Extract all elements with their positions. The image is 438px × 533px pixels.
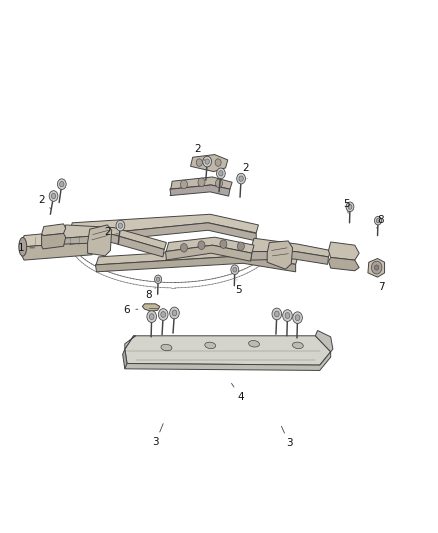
Text: 7: 7 — [377, 276, 385, 292]
Text: 5: 5 — [343, 199, 350, 213]
Text: 2: 2 — [38, 195, 50, 208]
Polygon shape — [22, 241, 94, 260]
Polygon shape — [251, 238, 331, 257]
Polygon shape — [328, 257, 359, 271]
Polygon shape — [368, 259, 385, 277]
Circle shape — [348, 205, 352, 209]
Circle shape — [239, 176, 243, 181]
Circle shape — [116, 220, 125, 231]
Polygon shape — [42, 224, 66, 236]
Circle shape — [274, 311, 279, 317]
Circle shape — [156, 277, 160, 281]
Polygon shape — [69, 214, 258, 237]
Polygon shape — [42, 233, 66, 249]
Polygon shape — [95, 248, 298, 265]
Circle shape — [272, 308, 282, 320]
Polygon shape — [69, 223, 256, 244]
Circle shape — [51, 193, 56, 199]
Polygon shape — [251, 252, 328, 264]
Polygon shape — [22, 230, 94, 247]
Circle shape — [374, 216, 381, 225]
Circle shape — [231, 265, 239, 274]
Text: 6: 6 — [124, 305, 138, 315]
Circle shape — [159, 309, 168, 320]
Circle shape — [198, 178, 205, 187]
Text: 2: 2 — [104, 227, 118, 237]
Circle shape — [172, 310, 177, 316]
Text: 8: 8 — [377, 215, 385, 228]
Circle shape — [60, 182, 64, 187]
Ellipse shape — [19, 238, 27, 256]
Circle shape — [205, 157, 211, 165]
Circle shape — [215, 179, 223, 188]
Polygon shape — [170, 185, 230, 196]
Circle shape — [180, 244, 187, 252]
Circle shape — [376, 219, 380, 223]
Polygon shape — [166, 245, 252, 261]
Circle shape — [203, 156, 212, 167]
Polygon shape — [95, 256, 296, 272]
Polygon shape — [191, 155, 228, 172]
Polygon shape — [142, 304, 160, 311]
Circle shape — [170, 307, 179, 319]
Circle shape — [219, 171, 223, 176]
Polygon shape — [125, 336, 136, 349]
Polygon shape — [170, 177, 232, 189]
Polygon shape — [63, 235, 164, 257]
Ellipse shape — [249, 341, 259, 347]
Circle shape — [161, 312, 166, 318]
Polygon shape — [315, 330, 333, 352]
Circle shape — [216, 168, 225, 179]
Text: 8: 8 — [145, 288, 155, 300]
Circle shape — [215, 159, 221, 166]
Circle shape — [285, 313, 290, 319]
Circle shape — [49, 191, 58, 201]
Circle shape — [220, 240, 227, 248]
Circle shape — [233, 268, 237, 272]
Polygon shape — [328, 242, 359, 260]
Circle shape — [293, 312, 302, 324]
Text: 4: 4 — [232, 383, 244, 402]
Polygon shape — [125, 352, 331, 370]
Circle shape — [346, 202, 354, 212]
Circle shape — [237, 242, 244, 251]
Circle shape — [371, 261, 382, 274]
Circle shape — [205, 159, 209, 164]
Polygon shape — [125, 336, 331, 365]
Text: 5: 5 — [235, 280, 242, 295]
Text: 2: 2 — [242, 163, 249, 179]
Circle shape — [295, 315, 300, 321]
Circle shape — [196, 159, 202, 166]
Circle shape — [198, 241, 205, 249]
Circle shape — [147, 311, 156, 322]
Circle shape — [237, 173, 245, 184]
Polygon shape — [63, 225, 166, 249]
Polygon shape — [166, 237, 254, 253]
Ellipse shape — [205, 342, 215, 349]
Text: 3: 3 — [152, 424, 163, 447]
Circle shape — [180, 180, 187, 189]
Circle shape — [57, 179, 66, 190]
Circle shape — [283, 310, 292, 321]
Polygon shape — [123, 349, 127, 369]
Circle shape — [149, 314, 154, 320]
Text: 1: 1 — [18, 243, 35, 253]
Circle shape — [374, 265, 379, 270]
Text: 3: 3 — [282, 426, 293, 448]
Polygon shape — [88, 225, 112, 256]
Circle shape — [155, 275, 162, 284]
Ellipse shape — [293, 342, 303, 349]
Ellipse shape — [161, 344, 172, 351]
Text: 2: 2 — [194, 144, 205, 160]
Circle shape — [118, 223, 123, 228]
Polygon shape — [267, 241, 293, 269]
